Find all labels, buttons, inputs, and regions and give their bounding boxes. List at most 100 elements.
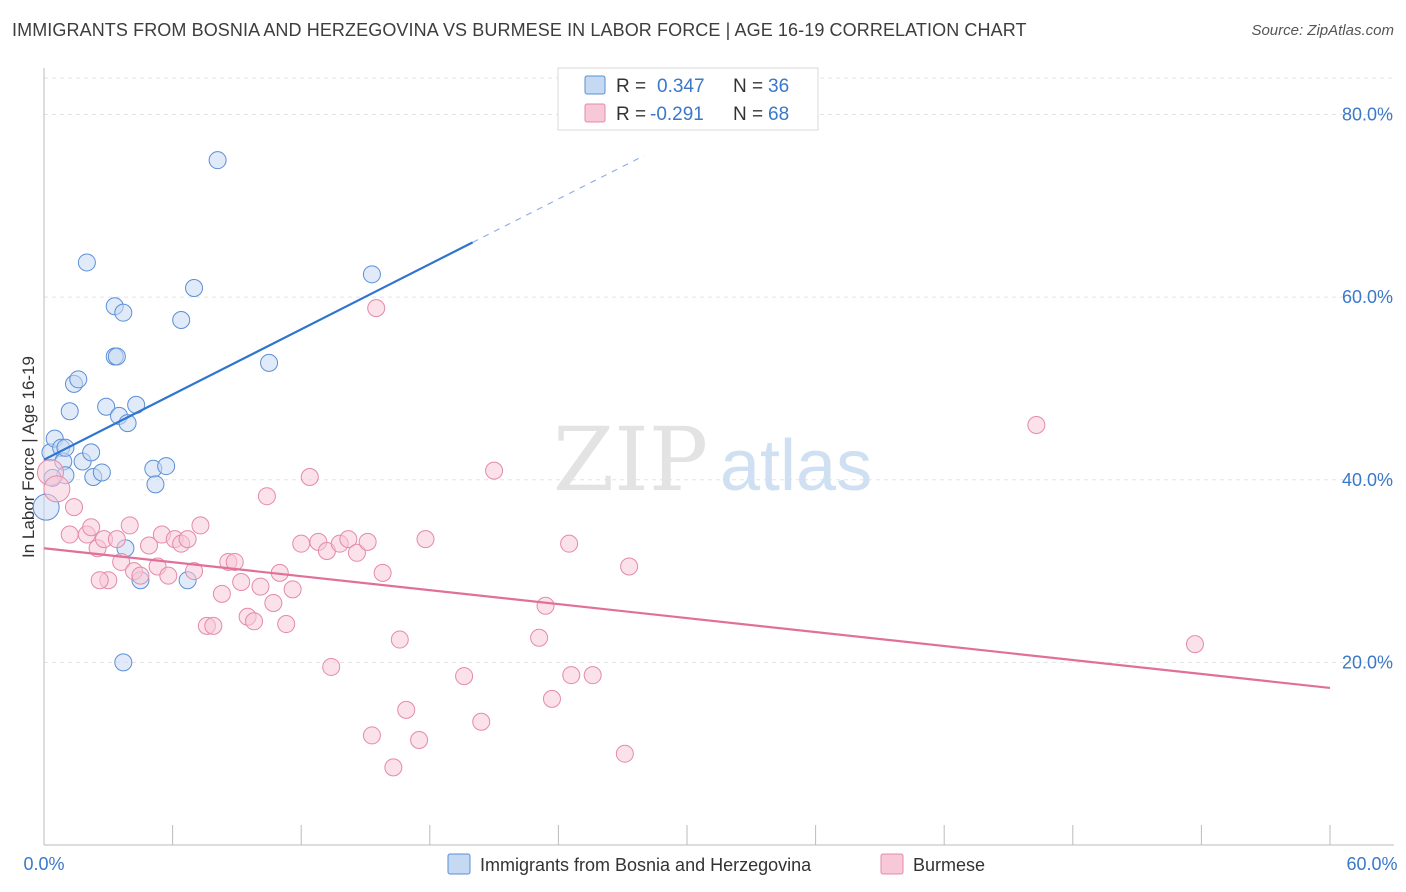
x-axis-ticks [43, 825, 1331, 845]
watermark-zip: ZIP [553, 408, 708, 511]
point-burmese [212, 584, 231, 603]
watermark: ZIP atlas [553, 408, 872, 511]
point-burmese [455, 667, 474, 686]
point-burmese [178, 530, 197, 549]
point-burmese [292, 534, 311, 553]
point-burmese [562, 666, 581, 685]
legend-swatch-bosnia [447, 853, 471, 875]
point-bosnia [185, 279, 204, 298]
stats-r-value-burmese: -0.291 [650, 104, 704, 125]
point-bosnia [60, 402, 79, 421]
point-burmese [283, 580, 302, 599]
stats-swatch-burmese [584, 103, 606, 123]
trend-lines [43, 155, 1331, 690]
stats-n-label-burmese: N = [733, 104, 763, 125]
point-burmese [416, 530, 435, 549]
point-burmese [204, 616, 223, 635]
point-burmese [347, 543, 366, 562]
legend-label-bosnia: Immigrants from Bosnia and Herzegovina [480, 855, 812, 875]
point-burmese [191, 516, 210, 535]
point-burmese [1027, 415, 1046, 434]
stats-row-burmese: R = -0.291 N = 68 [616, 104, 789, 125]
point-burmese [131, 566, 150, 585]
point-burmese [245, 612, 264, 631]
point-burmese [536, 596, 555, 615]
point-burmese [65, 498, 84, 517]
point-burmese [560, 534, 579, 553]
point-burmese [367, 299, 386, 318]
point-burmese [373, 563, 392, 582]
watermark-atlas: atlas [720, 426, 872, 506]
point-burmese [120, 516, 139, 535]
axes [43, 68, 1394, 846]
point-burmese [60, 525, 79, 544]
point-burmese [90, 571, 109, 590]
y-tick-label: 40.0% [1342, 470, 1393, 490]
point-burmese [264, 594, 283, 613]
point-burmese [472, 712, 491, 731]
point-burmese [277, 615, 296, 634]
point-bosnia [92, 463, 111, 482]
point-burmese [232, 573, 251, 592]
legend: Immigrants from Bosnia and Herzegovina B… [447, 853, 985, 875]
y-tick-label: 20.0% [1342, 652, 1393, 672]
point-burmese [300, 468, 319, 487]
y-axis-label: In Labor Force | Age 16-19 [19, 356, 38, 558]
point-bosnia [157, 457, 176, 476]
point-burmese [485, 461, 504, 480]
point-bosnia [146, 475, 165, 494]
point-bosnia [97, 397, 116, 416]
point-burmese [362, 726, 381, 745]
point-burmese [410, 730, 429, 749]
point-burmese [107, 530, 126, 549]
point-burmese [397, 700, 416, 719]
point-burmese [390, 630, 409, 649]
point-bosnia [362, 265, 381, 284]
trend-line-burmese [43, 547, 1331, 690]
gridlines [44, 77, 1394, 663]
stats-n-value-bosnia: 36 [768, 76, 789, 97]
point-bosnia [69, 370, 88, 389]
y-tick-label: 80.0% [1342, 105, 1393, 125]
point-burmese [140, 536, 159, 555]
point-bosnia [260, 353, 279, 372]
point-bosnia [114, 653, 133, 672]
trend-line-bosnia-extension [472, 155, 645, 243]
point-burmese [583, 666, 602, 685]
stats-box: R = 0.347 N = 36 R = -0.291 N = 68 [557, 67, 819, 131]
point-burmese [225, 552, 244, 571]
point-burmese [185, 562, 204, 581]
point-burmese [257, 487, 276, 506]
point-burmese [358, 532, 377, 551]
point-bosnia [107, 347, 126, 366]
chart-source: Source: ZipAtlas.com [1251, 22, 1394, 39]
data-points [32, 151, 1204, 777]
stats-row-bosnia: R = 0.347 N = 36 [616, 76, 789, 97]
stats-n-value-burmese: 68 [768, 104, 789, 125]
point-burmese [322, 657, 341, 676]
point-burmese [43, 475, 71, 503]
point-bosnia [208, 151, 227, 170]
y-tick-labels: 20.0% 40.0% 60.0% 80.0% [1342, 105, 1393, 673]
stats-r-value-bosnia: 0.347 [657, 76, 705, 97]
legend-swatch-burmese [880, 853, 904, 875]
point-burmese [1185, 635, 1204, 654]
point-burmese [82, 518, 101, 537]
point-bosnia [114, 303, 133, 322]
x-tick-label-max: 60.0% [1346, 854, 1397, 874]
point-bosnia [172, 310, 191, 329]
chart-title: IMMIGRANTS FROM BOSNIA AND HERZEGOVINA V… [12, 20, 1027, 40]
point-burmese [620, 557, 639, 576]
legend-label-burmese: Burmese [913, 855, 985, 875]
point-burmese [159, 566, 178, 585]
stats-swatch-bosnia [584, 75, 606, 95]
point-burmese [251, 577, 270, 596]
point-burmese [530, 628, 549, 647]
point-bosnia [82, 443, 101, 462]
y-tick-label: 60.0% [1342, 287, 1393, 307]
stats-r-label-burmese: R = [616, 104, 646, 125]
point-burmese [339, 530, 358, 549]
point-burmese [542, 689, 561, 708]
stats-r-label-bosnia: R = [616, 76, 646, 97]
